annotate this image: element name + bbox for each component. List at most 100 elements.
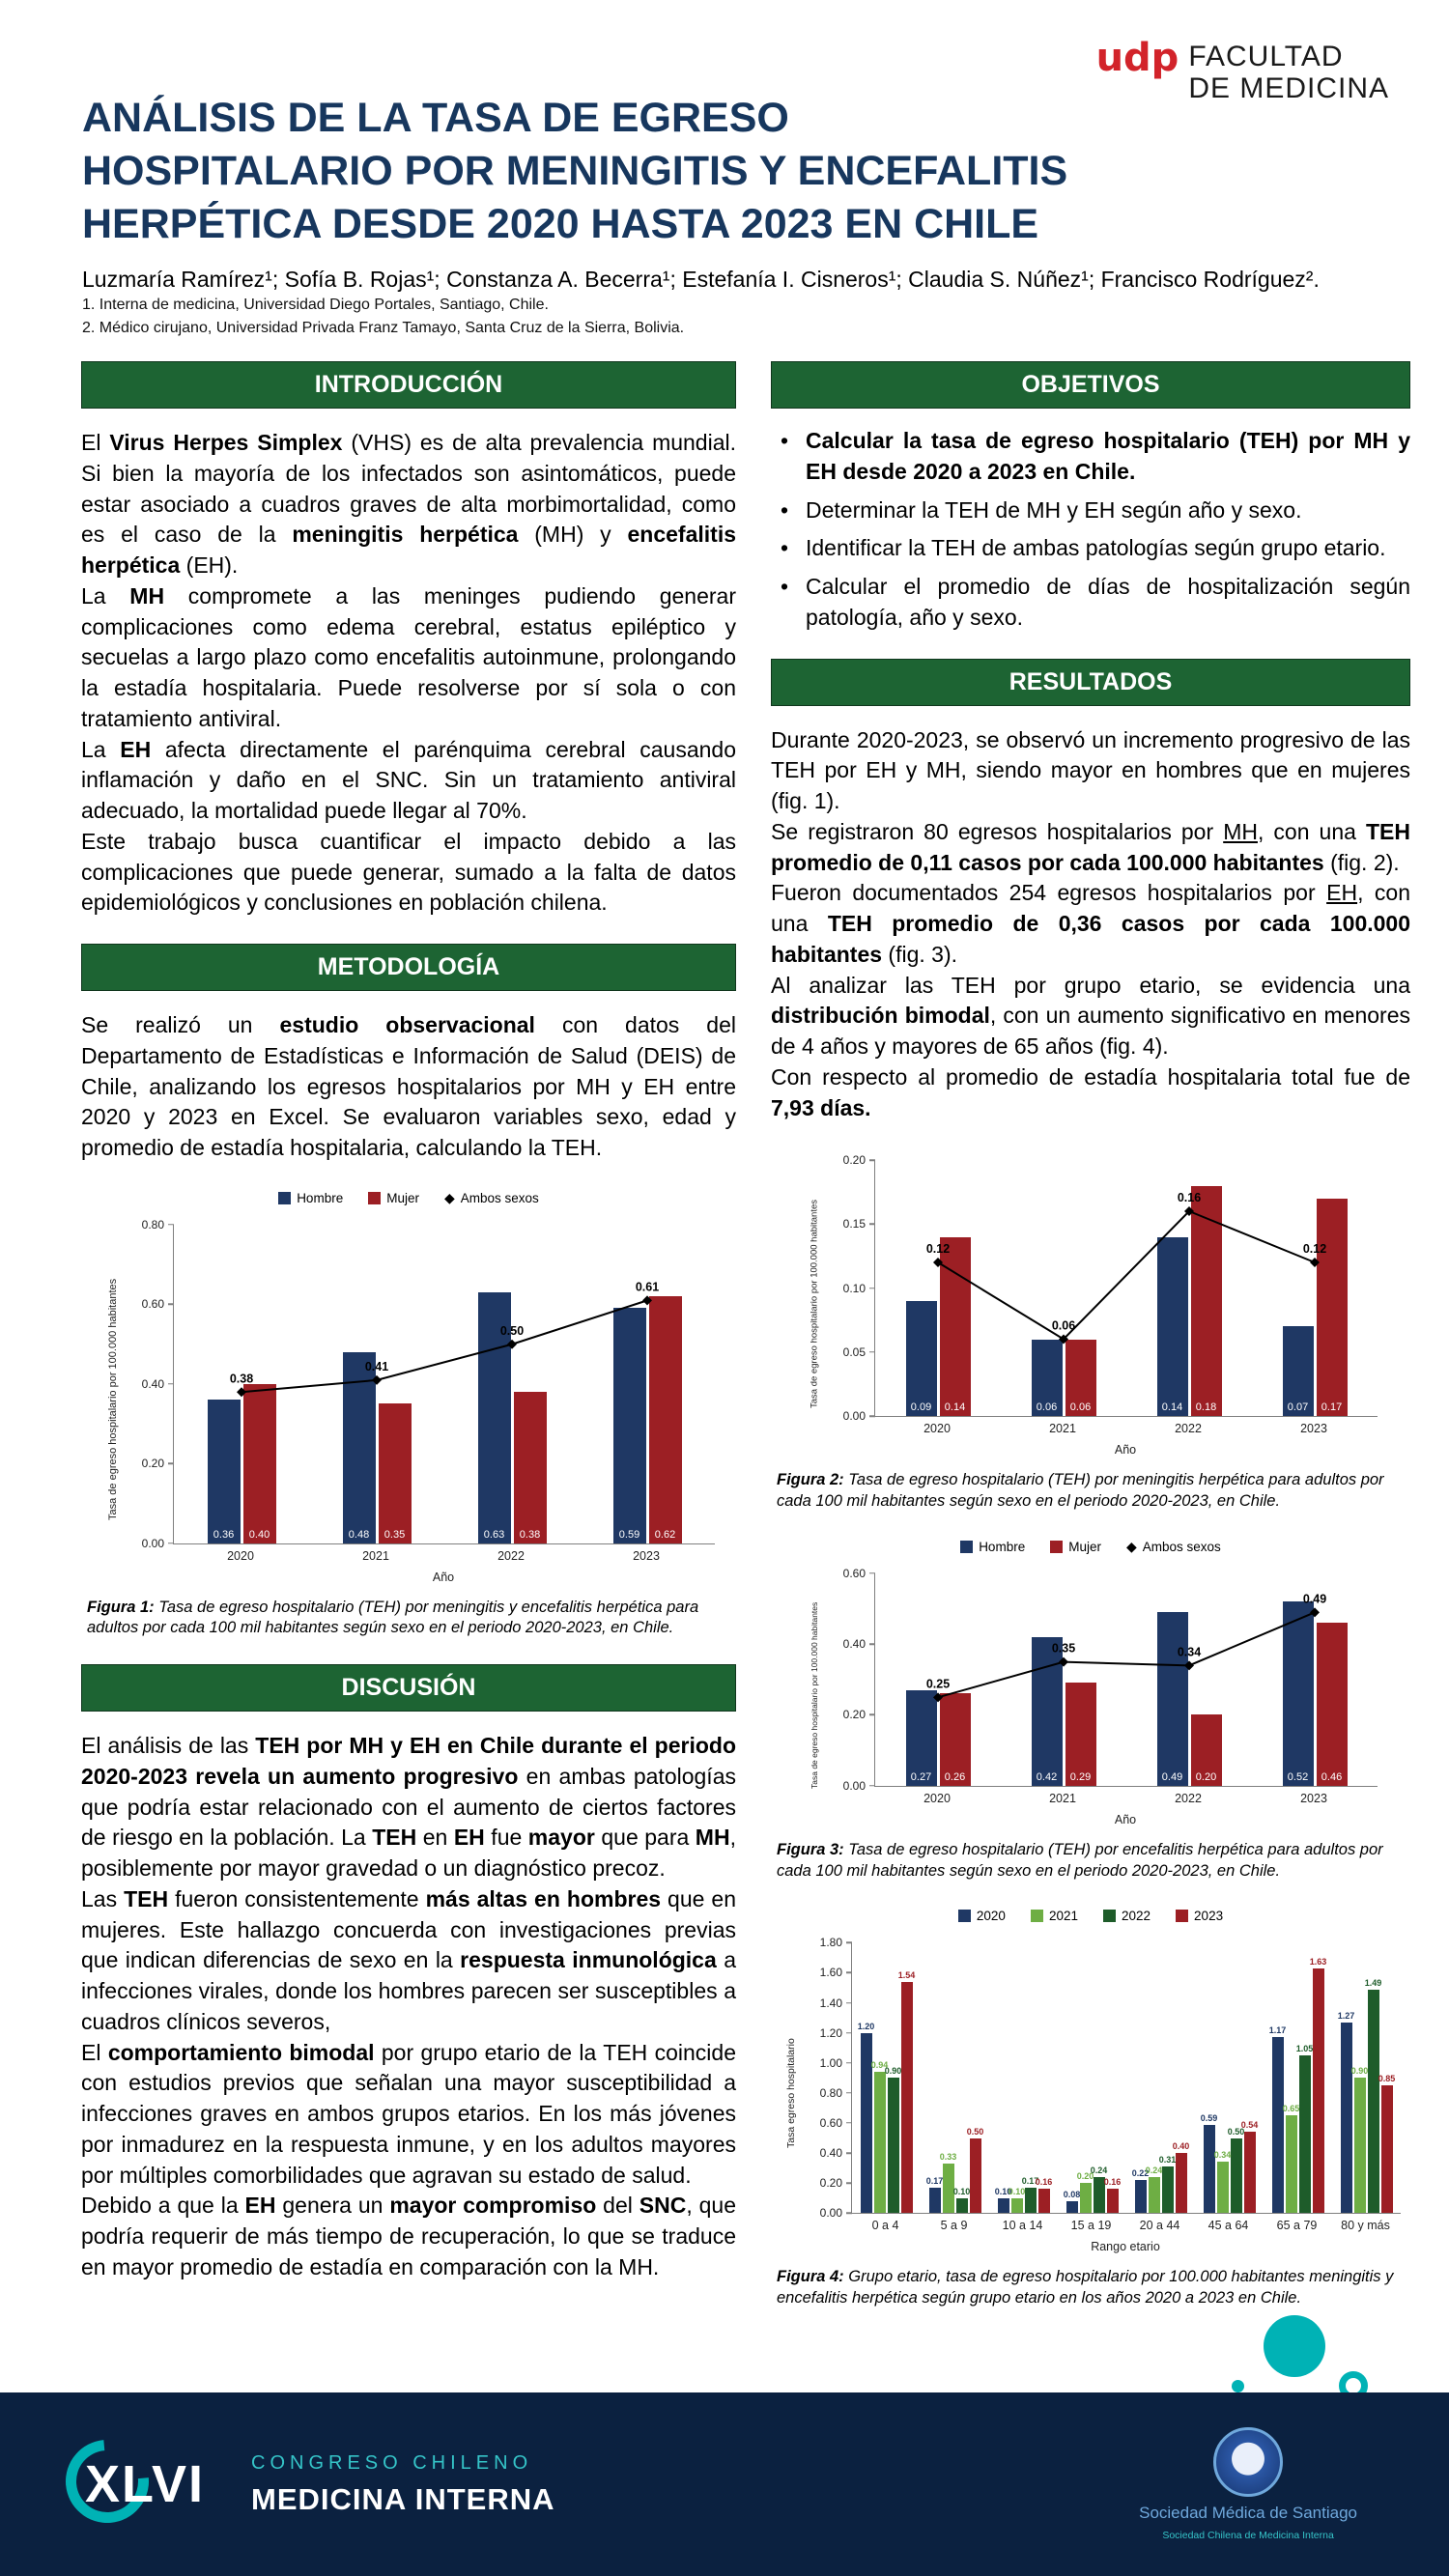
- congress-logo: XLVI: [48, 2422, 222, 2540]
- bar-value-label: 1.20: [857, 2021, 875, 2031]
- x-axis-label: Año: [1114, 1812, 1137, 1826]
- fig1-chart: Hombre Mujer ◆ Ambos sexos Tasa de egreso ho…: [103, 1191, 715, 1584]
- bar-value-label: 0.24: [1145, 2165, 1163, 2175]
- bar: [997, 2197, 1009, 2214]
- left-column: INTRODUCCIÓN El Virus Herpes Simplex (VH…: [81, 361, 736, 2282]
- society-name: Sociedad Médica de Santiago: [1139, 2504, 1357, 2522]
- y-tick-label: 0.00: [842, 1409, 866, 1424]
- y-tick-label: 0.20: [842, 1153, 866, 1168]
- section-header-metodologia: METODOLOGÍA: [81, 944, 736, 992]
- right-column: OBJETIVOS Calcular la tasa de egreso hos…: [771, 361, 1410, 2309]
- bar-value-label: 0.17: [925, 2175, 944, 2186]
- poster-title: ANÁLISIS DE LA TASA DE EGRESO HOSPITALAR…: [82, 95, 1068, 248]
- legend-swatch-icon: [1050, 1540, 1064, 1553]
- bar: [1031, 1636, 1063, 1786]
- figure-1: Hombre Mujer ◆ Ambos sexos Tasa de egreso ho…: [81, 1191, 736, 1640]
- bar-value-label: 0.35: [384, 1528, 406, 1541]
- bar-value-label: 0.90: [1350, 2066, 1369, 2077]
- bar: [1031, 1339, 1063, 1417]
- bar-value-label: 0.20: [1195, 1770, 1217, 1783]
- bar: [1216, 2162, 1229, 2214]
- y-tick-label: 0.40: [842, 1637, 866, 1652]
- authors-line: Luzmaría Ramírez¹; Sofía B. Rojas¹; Cons…: [82, 267, 1320, 293]
- metodologia-text: Se realizó un estudio observacional con …: [81, 1010, 736, 1164]
- bar-value-label: 0.52: [1287, 1770, 1309, 1783]
- svg-text:0.06: 0.06: [1052, 1319, 1075, 1333]
- y-tick-label: 1.80: [819, 1936, 842, 1950]
- bar: [900, 1981, 913, 2214]
- bar: [1161, 2166, 1174, 2214]
- legend-swatch-icon: [368, 1191, 382, 1204]
- congress-subtitle: CONGRESO CHILENO: [251, 2451, 533, 2474]
- bar: [1282, 1601, 1314, 1786]
- bar-value-label: 0.38: [519, 1528, 541, 1541]
- paragraph: Fueron documentados 254 egresos hospital…: [771, 880, 1411, 967]
- paragraph: Al analizar las TEH por grupo etario, se…: [771, 972, 1411, 1060]
- bar-value-label: 0.63: [483, 1528, 505, 1541]
- x-tick-label: 5 a 9: [940, 2219, 968, 2233]
- figure-4: 2020 2021 2022 2023 Tasa egreso hospitalario…: [771, 1909, 1410, 2309]
- x-tick-label: 2020: [227, 1548, 254, 1563]
- y-tick-label: 1.00: [819, 2055, 842, 2070]
- paragraph: Debido a que la EH genera un mayor compr…: [81, 2193, 736, 2279]
- bar-value-label: 0.90: [884, 2066, 902, 2077]
- bar-value-label: 1.54: [897, 1969, 916, 1980]
- bar-value-label: 0.22: [1131, 2168, 1150, 2179]
- bar-value-label: 0.26: [944, 1770, 966, 1783]
- bar: [612, 1308, 646, 1543]
- x-tick-label: 2022: [1175, 1791, 1202, 1805]
- affiliation-1: 1. Interna de medicina, Universidad Dieg…: [82, 297, 549, 314]
- objetivo-item: Identificar la TEH de ambas patologías s…: [771, 533, 1410, 564]
- discusion-text: El análisis de las TEH por MH y EH en Ch…: [81, 1731, 736, 2282]
- bar-value-label: 0.65: [1282, 2104, 1300, 2114]
- x-axis-ticks: 2020 2021 2022 2023: [874, 1422, 1377, 1435]
- bar-value-label: 0.59: [1200, 2112, 1218, 2123]
- bar-value-label: 0.31: [1158, 2155, 1177, 2166]
- fig4-caption-label: Figura 4:: [777, 2268, 844, 2286]
- objetivo-item: Calcular la tasa de egreso hospitalario …: [771, 426, 1410, 487]
- bar: [1156, 1236, 1188, 1417]
- bar-value-label: 0.40: [1172, 2141, 1190, 2152]
- fig4-caption-text: Grupo etario, tasa de egreso hospitalari…: [777, 2268, 1394, 2307]
- y-tick-label: 1.20: [819, 2025, 842, 2040]
- bar-value-label: 0.18: [1195, 1401, 1217, 1414]
- congress-text: CONGRESO CHILENO MEDICINA INTERNA: [251, 2452, 555, 2517]
- bar: [1380, 2085, 1393, 2214]
- bar: [928, 2187, 941, 2214]
- bar-value-label: 0.10: [1008, 2186, 1026, 2196]
- x-tick-label: 10 a 14: [1002, 2219, 1043, 2233]
- objetivos-list: Calcular la tasa de egreso hospitalario …: [771, 426, 1410, 633]
- bar: [1106, 2189, 1119, 2214]
- x-tick-label: 80 y más: [1341, 2219, 1390, 2233]
- fig2-caption: Figura 2: Tasa de egreso hospitalario (T…: [777, 1470, 1405, 1513]
- y-tick-label: 0.10: [842, 1281, 866, 1295]
- bar: [1243, 2132, 1256, 2214]
- legend-label: 2022: [1122, 1909, 1151, 1924]
- bar-value-label: 0.46: [1321, 1770, 1343, 1783]
- bar: [942, 2163, 954, 2214]
- objetivo-item: Determinar la TEH de MH y EH según año y…: [771, 495, 1410, 526]
- bar: [1271, 2037, 1284, 2214]
- content-columns: INTRODUCCIÓN El Virus Herpes Simplex (VH…: [0, 338, 1449, 2309]
- legend-swatch-icon: [957, 1910, 971, 1923]
- svg-text:0.61: 0.61: [636, 1280, 659, 1293]
- x-tick-label: 2022: [1175, 1422, 1202, 1436]
- bar: [477, 1291, 511, 1543]
- x-axis-label: Año: [432, 1570, 455, 1584]
- bar-value-label: 0.54: [1240, 2120, 1259, 2131]
- chart-plot-area: 0.00 0.20 0.40 0.60 0.80 0.36 0.40 0.48 0.35 0.63…: [123, 1215, 715, 1584]
- fig1-caption: Figura 1: Tasa de egreso hospitalario (T…: [87, 1598, 730, 1640]
- fig1-caption-text: Tasa de egreso hospitalario (TEH) por me…: [87, 1598, 699, 1637]
- y-tick-label: 1.60: [819, 1966, 842, 1980]
- bar: [939, 1236, 971, 1417]
- bar: [1203, 2124, 1215, 2214]
- udp-facultad-logo: udp FACULTAD DE MEDICINA: [1096, 39, 1389, 104]
- legend-swatch-icon: [960, 1540, 974, 1553]
- fig1-caption-label: Figura 1:: [87, 1598, 155, 1616]
- paragraph: Durante 2020-2023, se observó un increme…: [771, 726, 1410, 814]
- y-tick-label: 0.20: [819, 2176, 842, 2191]
- society-subtitle: Sociedad Chilena de Medicina Interna: [1162, 2530, 1334, 2541]
- diamond-marker-icon: ◆: [1125, 1539, 1137, 1555]
- y-tick-label: 0.80: [819, 2085, 842, 2100]
- paragraph: Este trabajo busca cuantificar el impact…: [81, 828, 736, 916]
